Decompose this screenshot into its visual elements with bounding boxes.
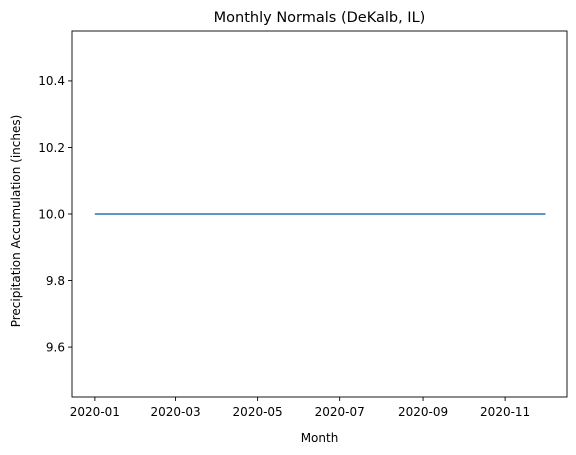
chart-title: Monthly Normals (DeKalb, IL) — [214, 10, 426, 26]
y-tick-label: 10.4 — [38, 74, 65, 88]
x-tick-label: 2020-11 — [480, 405, 530, 419]
y-axis-label: Precipitation Accumulation (inches) — [9, 115, 23, 328]
y-tick-label: 10.2 — [38, 141, 65, 155]
x-tick-label: 2020-09 — [398, 405, 448, 419]
x-tick-label: 2020-07 — [315, 405, 365, 419]
x-tick-label: 2020-05 — [233, 405, 283, 419]
y-tick-label: 9.8 — [46, 274, 65, 288]
y-tick-label: 10.0 — [38, 207, 65, 221]
x-tick-label: 2020-03 — [151, 405, 201, 419]
x-axis-label: Month — [301, 431, 339, 445]
plot-area: 2020-01 2020-03 2020-05 2020-07 2020-09 2020-… — [38, 30, 568, 419]
x-tick-label: 2020-01 — [70, 405, 120, 419]
y-tick-label: 9.6 — [46, 340, 65, 354]
